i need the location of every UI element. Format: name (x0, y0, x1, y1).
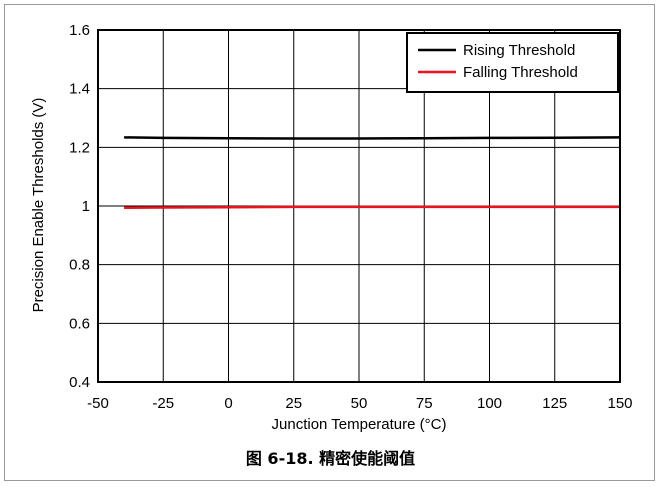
chart: -50 -25 0 25 50 75 100 125 150 0.4 0.6 0.8 1 1.2 1.4 1… (30, 22, 633, 433)
series-line-rising (124, 136, 621, 140)
series-lines (124, 136, 621, 210)
x-tick-label: -25 (152, 395, 174, 412)
x-tick-label: 150 (607, 395, 632, 412)
x-tick-label: 0 (224, 395, 232, 412)
x-tick-label: 75 (416, 395, 433, 412)
plot-border (97, 29, 621, 383)
y-axis-label: Precision Enable Thresholds (V) (30, 98, 47, 313)
y-tick-label: 0.4 (69, 374, 90, 391)
figure-caption: 图 6-18. 精密使能阈值 (245, 449, 416, 468)
y-tick-label: 1.2 (69, 139, 90, 156)
legend-box (406, 32, 619, 93)
x-tick-labels: -50 -25 0 25 50 75 100 125 150 (87, 395, 632, 412)
legend-label-falling: Falling Threshold (463, 64, 578, 81)
x-tick-label: 100 (477, 395, 502, 412)
legend: Rising Threshold Falling Threshold (406, 32, 619, 93)
legend-label-rising: Rising Threshold (463, 42, 575, 59)
x-axis-label: Junction Temperature (°C) (272, 416, 447, 433)
y-tick-label: 1.4 (69, 81, 90, 98)
y-tick-label: 0.8 (69, 257, 90, 274)
x-tick-label: 50 (351, 395, 368, 412)
y-tick-label: 1.6 (69, 22, 90, 39)
x-tick-label: 125 (542, 395, 567, 412)
x-tick-label: 25 (285, 395, 302, 412)
x-tick-label: -50 (87, 395, 109, 412)
y-tick-label: 1 (82, 198, 90, 215)
y-tick-labels: 0.4 0.6 0.8 1 1.2 1.4 1.6 (69, 22, 90, 391)
series-line-falling (124, 205, 620, 210)
figure-frame (4, 4, 655, 481)
y-tick-label: 0.6 (69, 315, 90, 332)
